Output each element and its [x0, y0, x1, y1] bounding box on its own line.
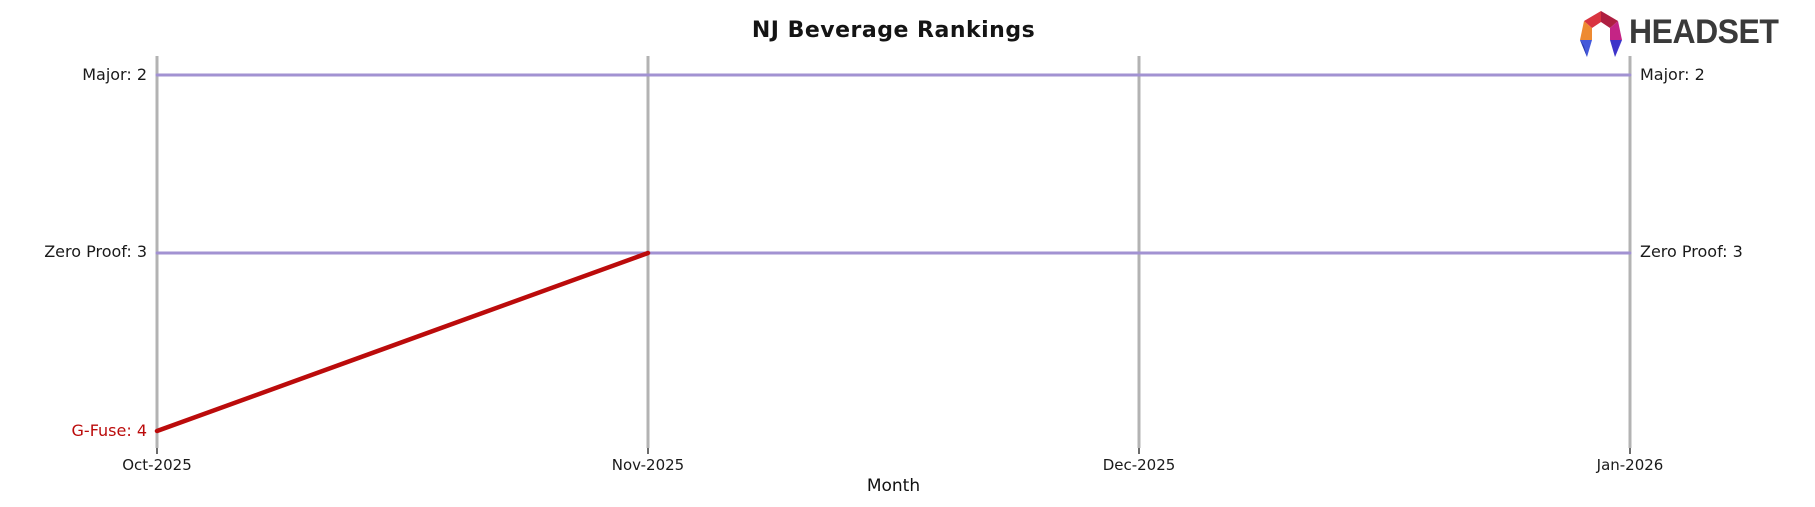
series-line-g-fuse [154, 250, 651, 434]
chart-title: NJ Beverage Rankings [751, 18, 1036, 43]
line-label-start-g-fuse: G-Fuse: 4 [71, 421, 147, 440]
x-tick-nov-2025 [647, 448, 649, 454]
x-tick-dec-2025 [1138, 448, 1140, 454]
line-label-start-zero-proof: Zero Proof: 3 [44, 242, 147, 261]
headset-logo: HEADSET [1578, 10, 1788, 58]
x-tick-jan-2026 [1629, 448, 1631, 454]
x-tick-label-dec-2025: Dec-2025 [1102, 456, 1176, 474]
line-label-end-zero-proof: Zero Proof: 3 [1640, 242, 1743, 261]
headset-logo-icon [1580, 11, 1622, 57]
x-tick-label-oct-2025: Oct-2025 [122, 456, 192, 474]
line-label-end-major: Major: 2 [1640, 65, 1705, 84]
line-label-start-major: Major: 2 [82, 65, 147, 84]
x-tick-label-nov-2025: Nov-2025 [611, 456, 685, 474]
series-lines [154, 73, 1632, 434]
plot-area [154, 56, 1632, 454]
x-tick-oct-2025 [156, 448, 158, 454]
headset-logo-text: HEADSET [1629, 12, 1779, 51]
x-axis-title: Month [866, 476, 921, 496]
x-tick-label-jan-2026: Jan-2026 [1596, 456, 1664, 474]
